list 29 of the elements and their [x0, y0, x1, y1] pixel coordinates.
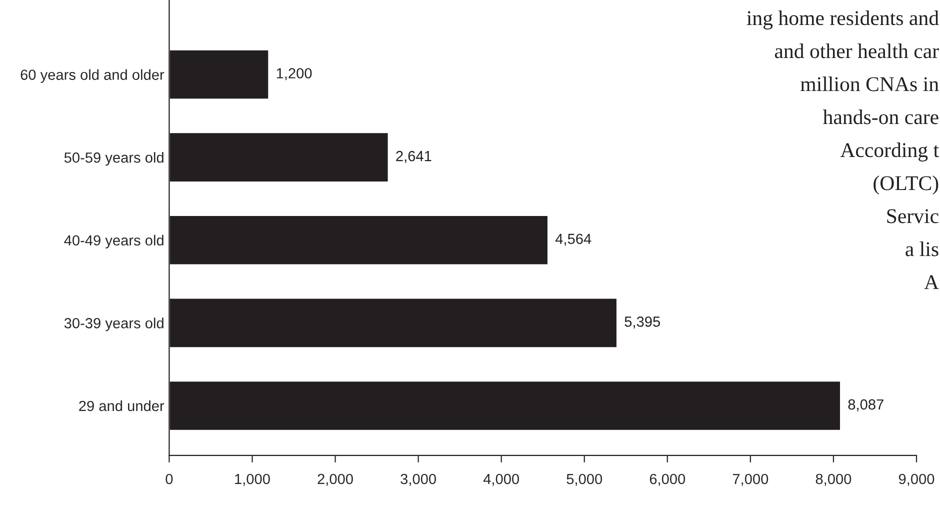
x-tick-label: 6,000	[650, 474, 686, 486]
x-tick-label: 1,000	[235, 474, 270, 486]
data-label: 5,395	[624, 316, 660, 329]
annotation: a lis	[906, 242, 938, 256]
x-tick-label: 0	[166, 474, 173, 484]
y-tick-label: 29 and under	[79, 400, 164, 412]
annotation: According t	[840, 142, 939, 162]
annotation: (OLTC)	[874, 176, 938, 194]
x-tick-label: 4,000	[483, 474, 520, 486]
data-label: 8,087	[848, 399, 884, 412]
annotation: Servic	[887, 209, 938, 224]
data-label: 2,641	[396, 150, 432, 163]
annotation: ing home residents and	[746, 10, 939, 30]
data-label: 4,564	[555, 234, 592, 246]
data-label: 1,200	[276, 68, 312, 80]
x-tick-label: 5,000	[566, 474, 602, 486]
x-tick-label: 3,000	[400, 474, 436, 486]
y-tick-label: 50-59 years old	[64, 152, 164, 166]
y-tick-label: 60 years old and older	[20, 69, 164, 83]
x-tick-label: 7,000	[732, 474, 768, 486]
x-tick-label: 2,000	[318, 474, 353, 486]
y-tick-label: 40-49 years old	[64, 234, 164, 248]
text: A	[924, 275, 939, 290]
x-tick-label: 9,000	[898, 474, 934, 486]
annotation: and other health car	[774, 44, 939, 58]
annotation: hands-on care	[823, 110, 938, 124]
y-tick-label: 30-39 years old	[64, 318, 164, 332]
x-tick-label: 8,000	[816, 474, 852, 486]
annotation: million CNAs in	[800, 76, 939, 92]
